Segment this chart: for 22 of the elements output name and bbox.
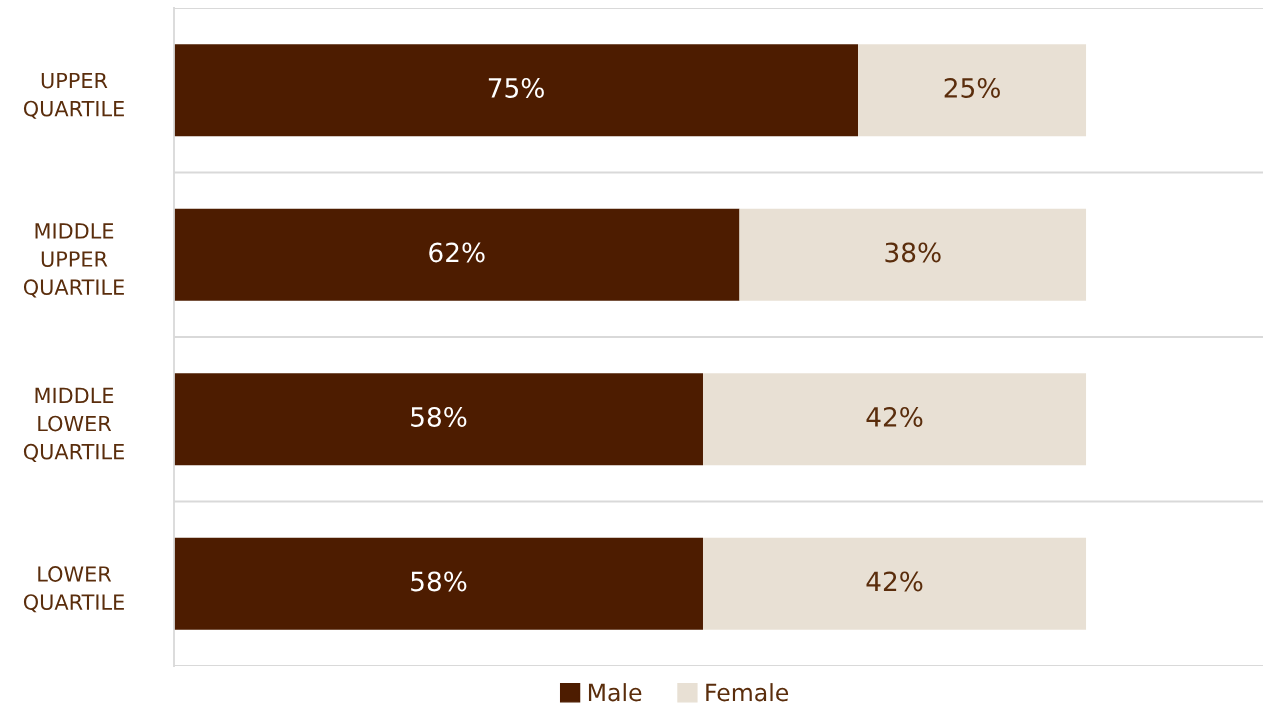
- data-label: 62%: [429, 242, 485, 263]
- bar: [174, 537, 703, 630]
- y-tick-label: MIDDLE UPPER QUARTILE: [23, 223, 124, 298]
- bar: [858, 44, 1087, 137]
- data-label: 58%: [411, 406, 467, 427]
- y-tick-label: LOWER QUARTILE: [23, 566, 124, 613]
- data-label: 42%: [866, 406, 923, 427]
- legend-label: Female: [706, 683, 789, 702]
- y-tick-label: MIDDLE LOWER QUARTILE: [23, 387, 124, 462]
- bar: [739, 208, 1087, 301]
- data-label: 75%: [488, 77, 544, 98]
- bar: [702, 373, 1087, 466]
- data-label: 25%: [944, 77, 1000, 98]
- data-label: 38%: [885, 242, 941, 263]
- bar: [174, 208, 740, 301]
- bar: [174, 373, 703, 466]
- y-tick-label: UPPER QUARTILE: [23, 72, 124, 119]
- bar: [174, 44, 859, 137]
- data-label: 58%: [411, 571, 467, 592]
- legend-label: Male: [588, 683, 642, 702]
- data-label: 42%: [866, 571, 923, 592]
- bar: [702, 537, 1087, 630]
